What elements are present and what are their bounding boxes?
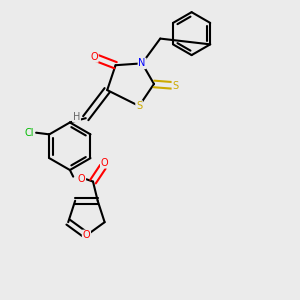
Text: S: S [172, 81, 178, 91]
Text: O: O [78, 174, 85, 184]
Text: O: O [101, 158, 108, 168]
Text: O: O [82, 230, 90, 240]
Text: H: H [73, 112, 80, 122]
Text: Cl: Cl [25, 128, 34, 138]
Text: O: O [90, 52, 98, 62]
Text: S: S [136, 101, 142, 111]
Text: N: N [138, 58, 146, 68]
